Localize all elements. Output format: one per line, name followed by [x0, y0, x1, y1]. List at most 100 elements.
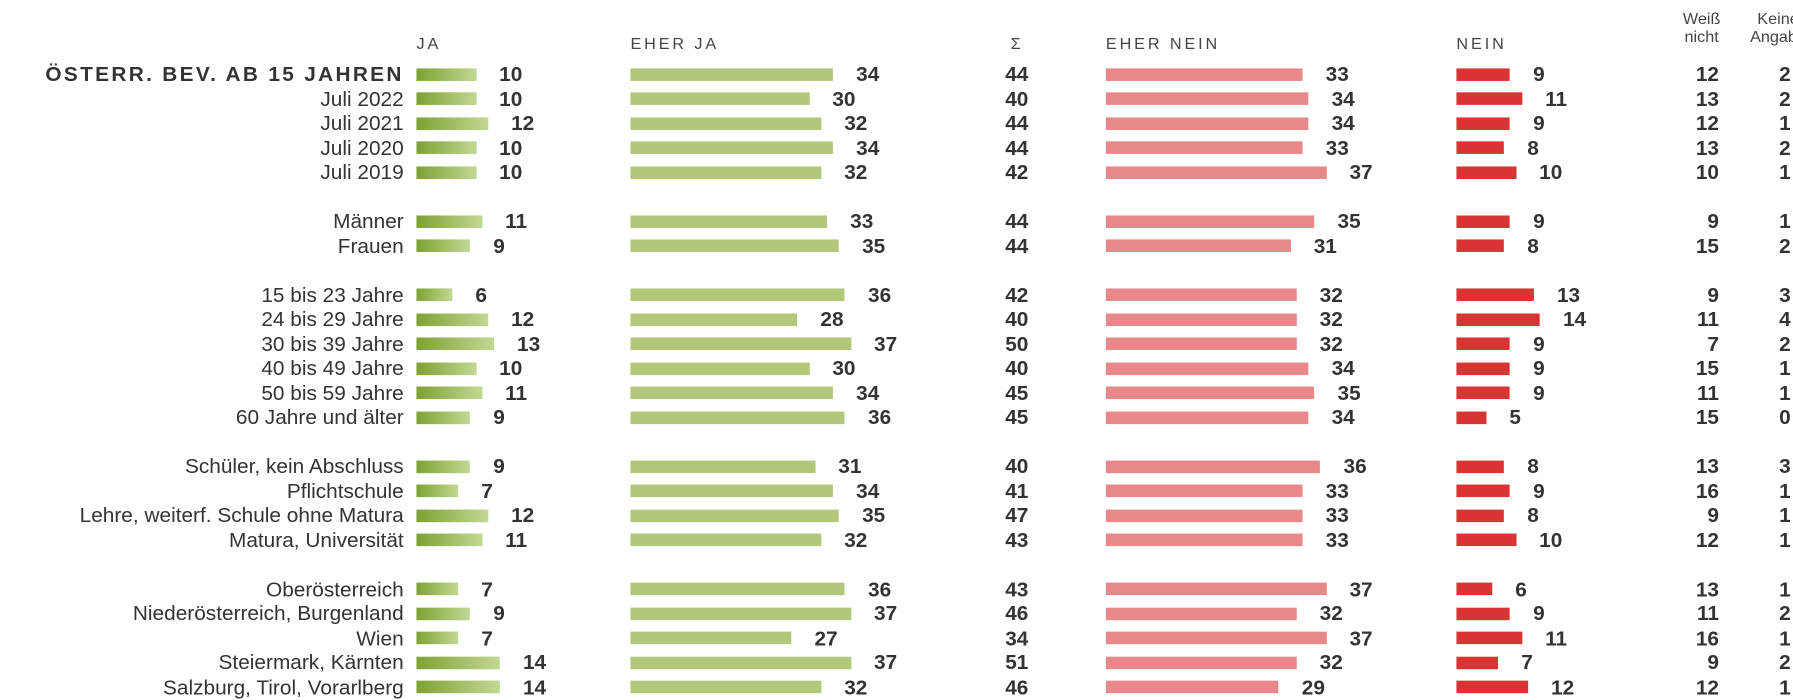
bar [1456, 288, 1534, 301]
value-label: 9 [1533, 62, 1545, 86]
value-label: 34 [856, 62, 880, 86]
value-label: 33 [1325, 528, 1349, 552]
value-label: 16 [1695, 479, 1720, 503]
value-label: 32 [1319, 307, 1343, 331]
bar [1456, 116, 1511, 130]
bar [1105, 67, 1303, 81]
value-label: 2 [1779, 234, 1791, 258]
row-label: Pflichtschule [286, 479, 404, 503]
row-label: Schüler, kein Abschluss [184, 454, 404, 478]
value-label: 33 [1325, 62, 1349, 86]
bar [1456, 411, 1487, 424]
bar [416, 239, 471, 252]
bar [1456, 386, 1511, 400]
bar [1456, 337, 1511, 351]
bar [1456, 239, 1505, 252]
value-label: 13 [1695, 577, 1720, 601]
value-label: 1 [1779, 111, 1791, 135]
value-label: 2 [1779, 87, 1791, 111]
bar [416, 631, 459, 645]
value-label: 13 [1695, 454, 1720, 478]
value-label: 37 [1349, 626, 1373, 650]
value-label: 8 [1527, 234, 1539, 258]
column-header: EHER JA [630, 34, 720, 53]
row-label: 24 bis 29 Jahre [261, 307, 404, 331]
value-label: 2 [1779, 601, 1791, 625]
value-label: 36 [1343, 454, 1367, 478]
value-label: 13 [517, 332, 541, 356]
bar [416, 141, 477, 154]
bar [630, 67, 834, 81]
bar [1456, 214, 1511, 228]
row-label: Niederösterreich, Burgenland [132, 601, 404, 625]
bar [630, 337, 851, 351]
bar [1105, 607, 1297, 620]
bar [1105, 631, 1327, 645]
value-label: 2 [1779, 62, 1791, 86]
row-label: ÖSTERR. BEV. AB 15 JAHREN [45, 62, 404, 86]
value-label: 44 [1005, 136, 1029, 160]
bar [1105, 92, 1309, 105]
value-label: 1 [1779, 626, 1791, 650]
value-label: 41 [1005, 479, 1029, 503]
bar [1456, 361, 1511, 375]
bar [630, 484, 834, 498]
column-header: EHER NEIN [1105, 34, 1221, 53]
value-label: 11 [505, 528, 528, 552]
bar [1105, 239, 1291, 252]
bar [1105, 361, 1309, 375]
value-label: 11 [1696, 381, 1720, 405]
bar [1456, 631, 1522, 645]
value-label: 1 [1779, 356, 1791, 380]
value-label: 14 [1562, 307, 1587, 331]
value-label: 2 [1779, 650, 1791, 674]
bar [1105, 582, 1327, 596]
row-label: 60 Jahre und älter [235, 405, 404, 429]
value-label: 30 [832, 87, 856, 111]
row-label: Lehre, weiterf. Schule ohne Matura [79, 503, 404, 527]
bar [416, 361, 477, 375]
row-label: Matura, Universität [228, 528, 404, 552]
value-label: 34 [1331, 87, 1355, 111]
value-label: 44 [1005, 62, 1029, 86]
value-label: 12 [1551, 675, 1575, 699]
value-label: 34 [1331, 111, 1355, 135]
value-label: 33 [1325, 479, 1349, 503]
row-label: Juli 2019 [320, 160, 404, 184]
value-label: 9 [493, 234, 505, 258]
row-label: 30 bis 39 Jahre [261, 332, 404, 356]
column-header: Weiß nicht [1682, 9, 1721, 46]
value-label: 9 [1533, 479, 1545, 503]
row-label: Juli 2020 [320, 136, 404, 160]
value-label: 11 [1545, 626, 1568, 650]
value-label: 36 [868, 577, 892, 601]
value-label: 10 [499, 160, 523, 184]
bar [1105, 312, 1297, 326]
value-label: 40 [1005, 307, 1029, 331]
value-label: 34 [856, 136, 880, 160]
value-label: 35 [862, 234, 886, 258]
row-label: Männer [333, 209, 404, 233]
value-label: 2 [1779, 332, 1791, 356]
value-label: 9 [1707, 209, 1720, 233]
bar [1105, 484, 1303, 498]
value-label: 7 [481, 626, 493, 650]
value-label: 8 [1527, 136, 1539, 160]
value-label: 11 [505, 381, 528, 405]
value-label: 6 [475, 283, 487, 307]
value-label: 15 [1695, 356, 1720, 380]
value-label: 12 [1695, 62, 1720, 86]
value-label: 10 [1539, 160, 1563, 184]
bar [1105, 288, 1297, 301]
value-label: 11 [1696, 307, 1720, 331]
row-label: Oberösterreich [265, 577, 404, 601]
bar [1456, 509, 1505, 522]
value-label: 16 [1695, 626, 1720, 650]
bar [630, 656, 851, 669]
value-label: 1 [1779, 479, 1791, 503]
value-label: 33 [1325, 503, 1349, 527]
value-label: 34 [856, 479, 880, 503]
value-label: 9 [1533, 381, 1545, 405]
value-label: 9 [1707, 503, 1720, 527]
value-label: 32 [1319, 332, 1343, 356]
